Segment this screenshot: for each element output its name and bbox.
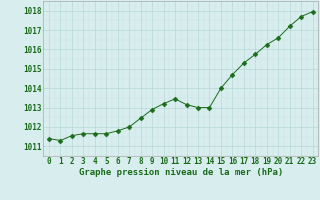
X-axis label: Graphe pression niveau de la mer (hPa): Graphe pression niveau de la mer (hPa) <box>79 168 283 177</box>
